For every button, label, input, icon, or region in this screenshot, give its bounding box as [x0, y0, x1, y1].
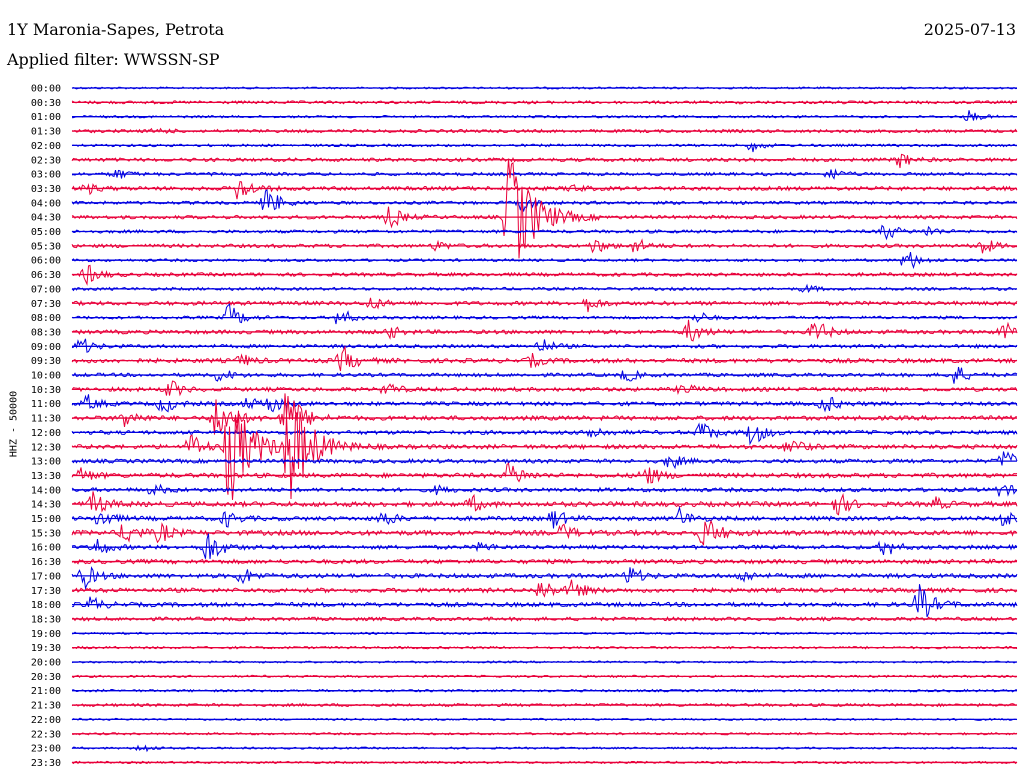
trace-1300 — [71, 451, 1018, 470]
trace-0500 — [71, 224, 1018, 241]
row-time-label: 01:00 — [31, 112, 61, 123]
trace-0230 — [71, 153, 1018, 169]
row-time-label: 14:00 — [31, 485, 61, 496]
row-time-label: 18:30 — [31, 614, 61, 625]
row-time-label: 07:30 — [31, 299, 61, 310]
trace-0630 — [71, 264, 1018, 286]
row-time-label: 19:30 — [31, 643, 61, 654]
row-time-label: 10:30 — [31, 385, 61, 396]
trace-0930 — [71, 345, 1018, 372]
row-time-label: 17:30 — [31, 586, 61, 597]
station-title: 1Y Maronia-Sapes, Petrota — [7, 20, 225, 39]
trace-1730 — [71, 579, 1018, 598]
row-time-label: 10:00 — [31, 371, 61, 382]
row-time-label: 02:00 — [31, 141, 61, 152]
row-time-label: 09:00 — [31, 342, 61, 353]
row-time-label: 20:30 — [31, 672, 61, 683]
row-time-label: 07:00 — [31, 284, 61, 295]
row-time-label: 18:00 — [31, 600, 61, 611]
trace-0700 — [71, 283, 1018, 293]
row-time-label: 01:30 — [31, 127, 61, 138]
row-time-label: 08:30 — [31, 327, 61, 338]
row-time-label: 08:00 — [31, 313, 61, 324]
row-time-label: 00:00 — [31, 84, 61, 95]
trace-1400 — [71, 483, 1018, 497]
row-time-label: 06:30 — [31, 270, 61, 281]
trace-0100 — [71, 110, 1018, 121]
row-time-label: 16:30 — [31, 557, 61, 568]
row-time-label: 03:30 — [31, 184, 61, 195]
row-time-label: 09:30 — [31, 356, 61, 367]
trace-1700 — [71, 566, 1018, 591]
trace-0530 — [71, 238, 1018, 254]
trace-1430 — [71, 491, 1018, 516]
trace-1130 — [71, 393, 1018, 435]
row-time-label: 04:30 — [31, 213, 61, 224]
row-time-label: 05:00 — [31, 227, 61, 238]
row-time-label: 06:00 — [31, 256, 61, 267]
row-time-label: 12:30 — [31, 442, 61, 453]
trace-0900 — [71, 338, 1018, 353]
row-time-label: 20:00 — [31, 658, 61, 669]
row-time-label: 12:00 — [31, 428, 61, 439]
row-time-label: 22:30 — [31, 729, 61, 740]
filter-label: Applied filter: WWSSN-SP — [7, 50, 220, 69]
row-time-label: 21:00 — [31, 686, 61, 697]
row-time-label: 13:00 — [31, 457, 61, 468]
trace-0800 — [71, 303, 1018, 325]
trace-1330 — [71, 462, 1018, 484]
row-time-label: 00:30 — [31, 98, 61, 109]
trace-1630 — [71, 558, 1018, 565]
row-time-label: 14:30 — [31, 500, 61, 511]
row-time-label: 23:30 — [31, 758, 61, 769]
trace-1100 — [71, 394, 1018, 413]
row-time-label: 05:30 — [31, 241, 61, 252]
row-time-label: 15:30 — [31, 528, 61, 539]
row-time-label: 11:00 — [31, 399, 61, 410]
trace-0730 — [71, 297, 1018, 313]
trace-1230 — [71, 410, 1018, 500]
trace-1000 — [71, 366, 1018, 384]
row-time-label: 19:00 — [31, 629, 61, 640]
row-time-label: 17:00 — [31, 571, 61, 582]
row-time-label: 21:30 — [31, 701, 61, 712]
row-time-label: 13:30 — [31, 471, 61, 482]
trace-1030 — [71, 380, 1018, 397]
row-time-label: 03:00 — [31, 170, 61, 181]
row-time-label: 16:00 — [31, 543, 61, 554]
row-time-label: 15:00 — [31, 514, 61, 525]
row-time-label: 02:30 — [31, 155, 61, 166]
row-time-label: 23:00 — [31, 744, 61, 755]
row-time-label: 22:00 — [31, 715, 61, 726]
row-time-label: 04:00 — [31, 198, 61, 209]
row-time-label: 11:30 — [31, 414, 61, 425]
trace-1600 — [71, 533, 1018, 559]
date-label: 2025-07-13 — [923, 20, 1016, 39]
trace-0830 — [71, 319, 1018, 342]
trace-0330 — [71, 181, 1018, 200]
